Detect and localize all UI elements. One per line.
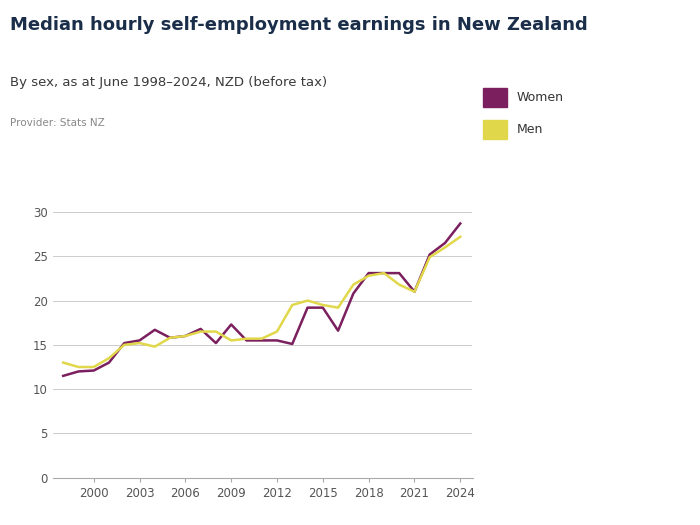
- Text: Men: Men: [517, 123, 542, 135]
- Text: Women: Women: [517, 91, 564, 104]
- Bar: [483, 120, 507, 139]
- Text: Provider: Stats NZ: Provider: Stats NZ: [10, 118, 105, 128]
- Text: figure.nz: figure.nz: [581, 24, 662, 40]
- Text: By sex, as at June 1998–2024, NZD (before tax): By sex, as at June 1998–2024, NZD (befor…: [10, 76, 328, 89]
- Bar: [483, 88, 507, 107]
- Text: Median hourly self-employment earnings in New Zealand: Median hourly self-employment earnings i…: [10, 16, 588, 34]
